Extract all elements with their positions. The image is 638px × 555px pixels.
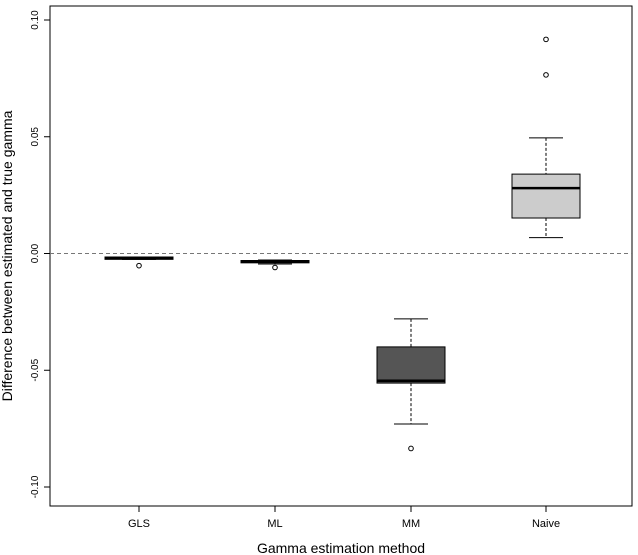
outlier-point: [544, 73, 549, 78]
outlier-point: [273, 265, 278, 270]
box-ml: [241, 260, 309, 270]
y-tick-label: 0.10: [30, 10, 41, 30]
outlier-point: [544, 37, 549, 42]
x-tick-label: ML: [267, 518, 282, 530]
box-gls: [105, 257, 173, 268]
box-body: [377, 347, 445, 383]
boxes-group: [105, 37, 580, 451]
box-naive: [512, 37, 580, 238]
box-body: [512, 174, 580, 218]
x-tick-label: MM: [402, 518, 420, 530]
x-axis-label: Gamma estimation method: [257, 540, 425, 555]
y-tick-label: -0.05: [30, 358, 41, 381]
box-mm: [377, 319, 445, 451]
y-tick-label: 0.00: [30, 243, 41, 263]
plot-frame: [50, 6, 632, 506]
y-tick-label: -0.10: [30, 475, 41, 498]
y-axis: 0.10 0.05 0.00 -0.05 -0.10: [30, 10, 50, 499]
y-tick-label: 0.05: [30, 127, 41, 147]
x-tick-label: Naive: [532, 518, 560, 530]
outlier-point: [137, 263, 142, 268]
outlier-point: [409, 446, 414, 451]
x-tick-label: GLS: [128, 518, 150, 530]
y-axis-label: Difference between estimated and true ga…: [0, 110, 15, 401]
x-axis: GLS ML MM Naive: [128, 506, 560, 530]
